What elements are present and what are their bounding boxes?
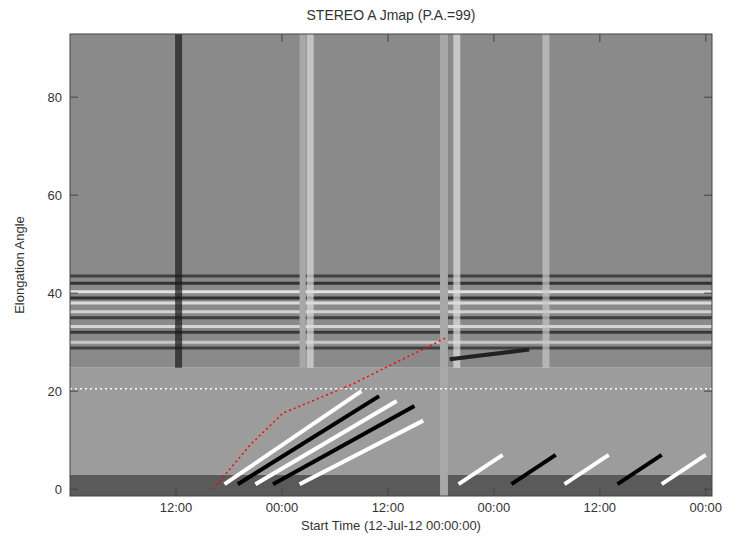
y-tick-label: 0 xyxy=(55,482,62,497)
x-tick-label: 12:00 xyxy=(160,500,193,515)
x-tick xyxy=(387,488,388,496)
field xyxy=(70,34,712,368)
x-tick-label: 00:00 xyxy=(266,500,299,515)
title: STEREO A Jmap (P.A.=99) xyxy=(307,7,476,23)
track xyxy=(662,455,706,484)
y-tick xyxy=(70,293,78,294)
band xyxy=(70,316,712,319)
series-line xyxy=(213,338,445,489)
data-gap xyxy=(440,34,448,496)
x-axis-title: Start Time (12-Jul-12 00:00:00) xyxy=(301,518,481,533)
track xyxy=(618,455,662,484)
data-gap xyxy=(300,34,306,368)
track xyxy=(238,396,379,484)
band xyxy=(70,331,712,334)
x-tick-label: 00:00 xyxy=(690,500,723,515)
y-tick xyxy=(70,195,78,196)
y-tick xyxy=(70,489,78,490)
plot-frame xyxy=(70,34,712,496)
x-tick xyxy=(387,34,388,42)
x-tick-label: 12:00 xyxy=(584,500,617,515)
band xyxy=(70,347,712,350)
y-tick-label: 80 xyxy=(48,90,62,105)
y-tick xyxy=(70,391,78,392)
plot-area xyxy=(70,34,712,496)
series-line xyxy=(70,388,712,390)
y-tick-label: 40 xyxy=(48,286,62,301)
vertical-streak xyxy=(307,34,314,368)
x-tick xyxy=(705,34,706,42)
y-tick xyxy=(704,391,712,392)
track xyxy=(565,455,609,484)
x-tick xyxy=(281,488,282,496)
band xyxy=(70,297,712,300)
y-tick xyxy=(704,489,712,490)
x-tick-label: 12:00 xyxy=(372,500,405,515)
y-tick-label: 20 xyxy=(48,384,62,399)
x-tick xyxy=(599,488,600,496)
y-tick-label: 60 xyxy=(48,188,62,203)
x-tick xyxy=(175,34,176,42)
vertical-streak xyxy=(542,34,549,368)
y-axis-title: Elongation Angle xyxy=(12,216,27,314)
track xyxy=(450,350,530,360)
x-tick xyxy=(493,34,494,42)
x-tick xyxy=(493,488,494,496)
vertical-streak xyxy=(175,34,182,368)
band xyxy=(70,301,712,304)
field xyxy=(70,474,712,496)
x-tick xyxy=(599,34,600,42)
vertical-streak xyxy=(453,34,460,368)
y-tick xyxy=(704,293,712,294)
band xyxy=(70,290,712,293)
track xyxy=(512,455,556,484)
band xyxy=(70,341,712,344)
track xyxy=(300,421,424,485)
track xyxy=(273,406,414,484)
track xyxy=(459,455,503,484)
band xyxy=(70,325,712,328)
y-tick xyxy=(70,97,78,98)
x-tick xyxy=(281,34,282,42)
y-tick xyxy=(704,97,712,98)
x-tick-label: 00:00 xyxy=(478,500,511,515)
band xyxy=(70,310,712,313)
band xyxy=(70,282,712,285)
chart: 12:00 00:00 12:00 00:00 12:00 00:00 0 20 40 60 80 S… xyxy=(0,0,752,544)
y-tick xyxy=(704,195,712,196)
band xyxy=(70,275,712,278)
x-tick xyxy=(175,488,176,496)
track xyxy=(225,391,362,484)
